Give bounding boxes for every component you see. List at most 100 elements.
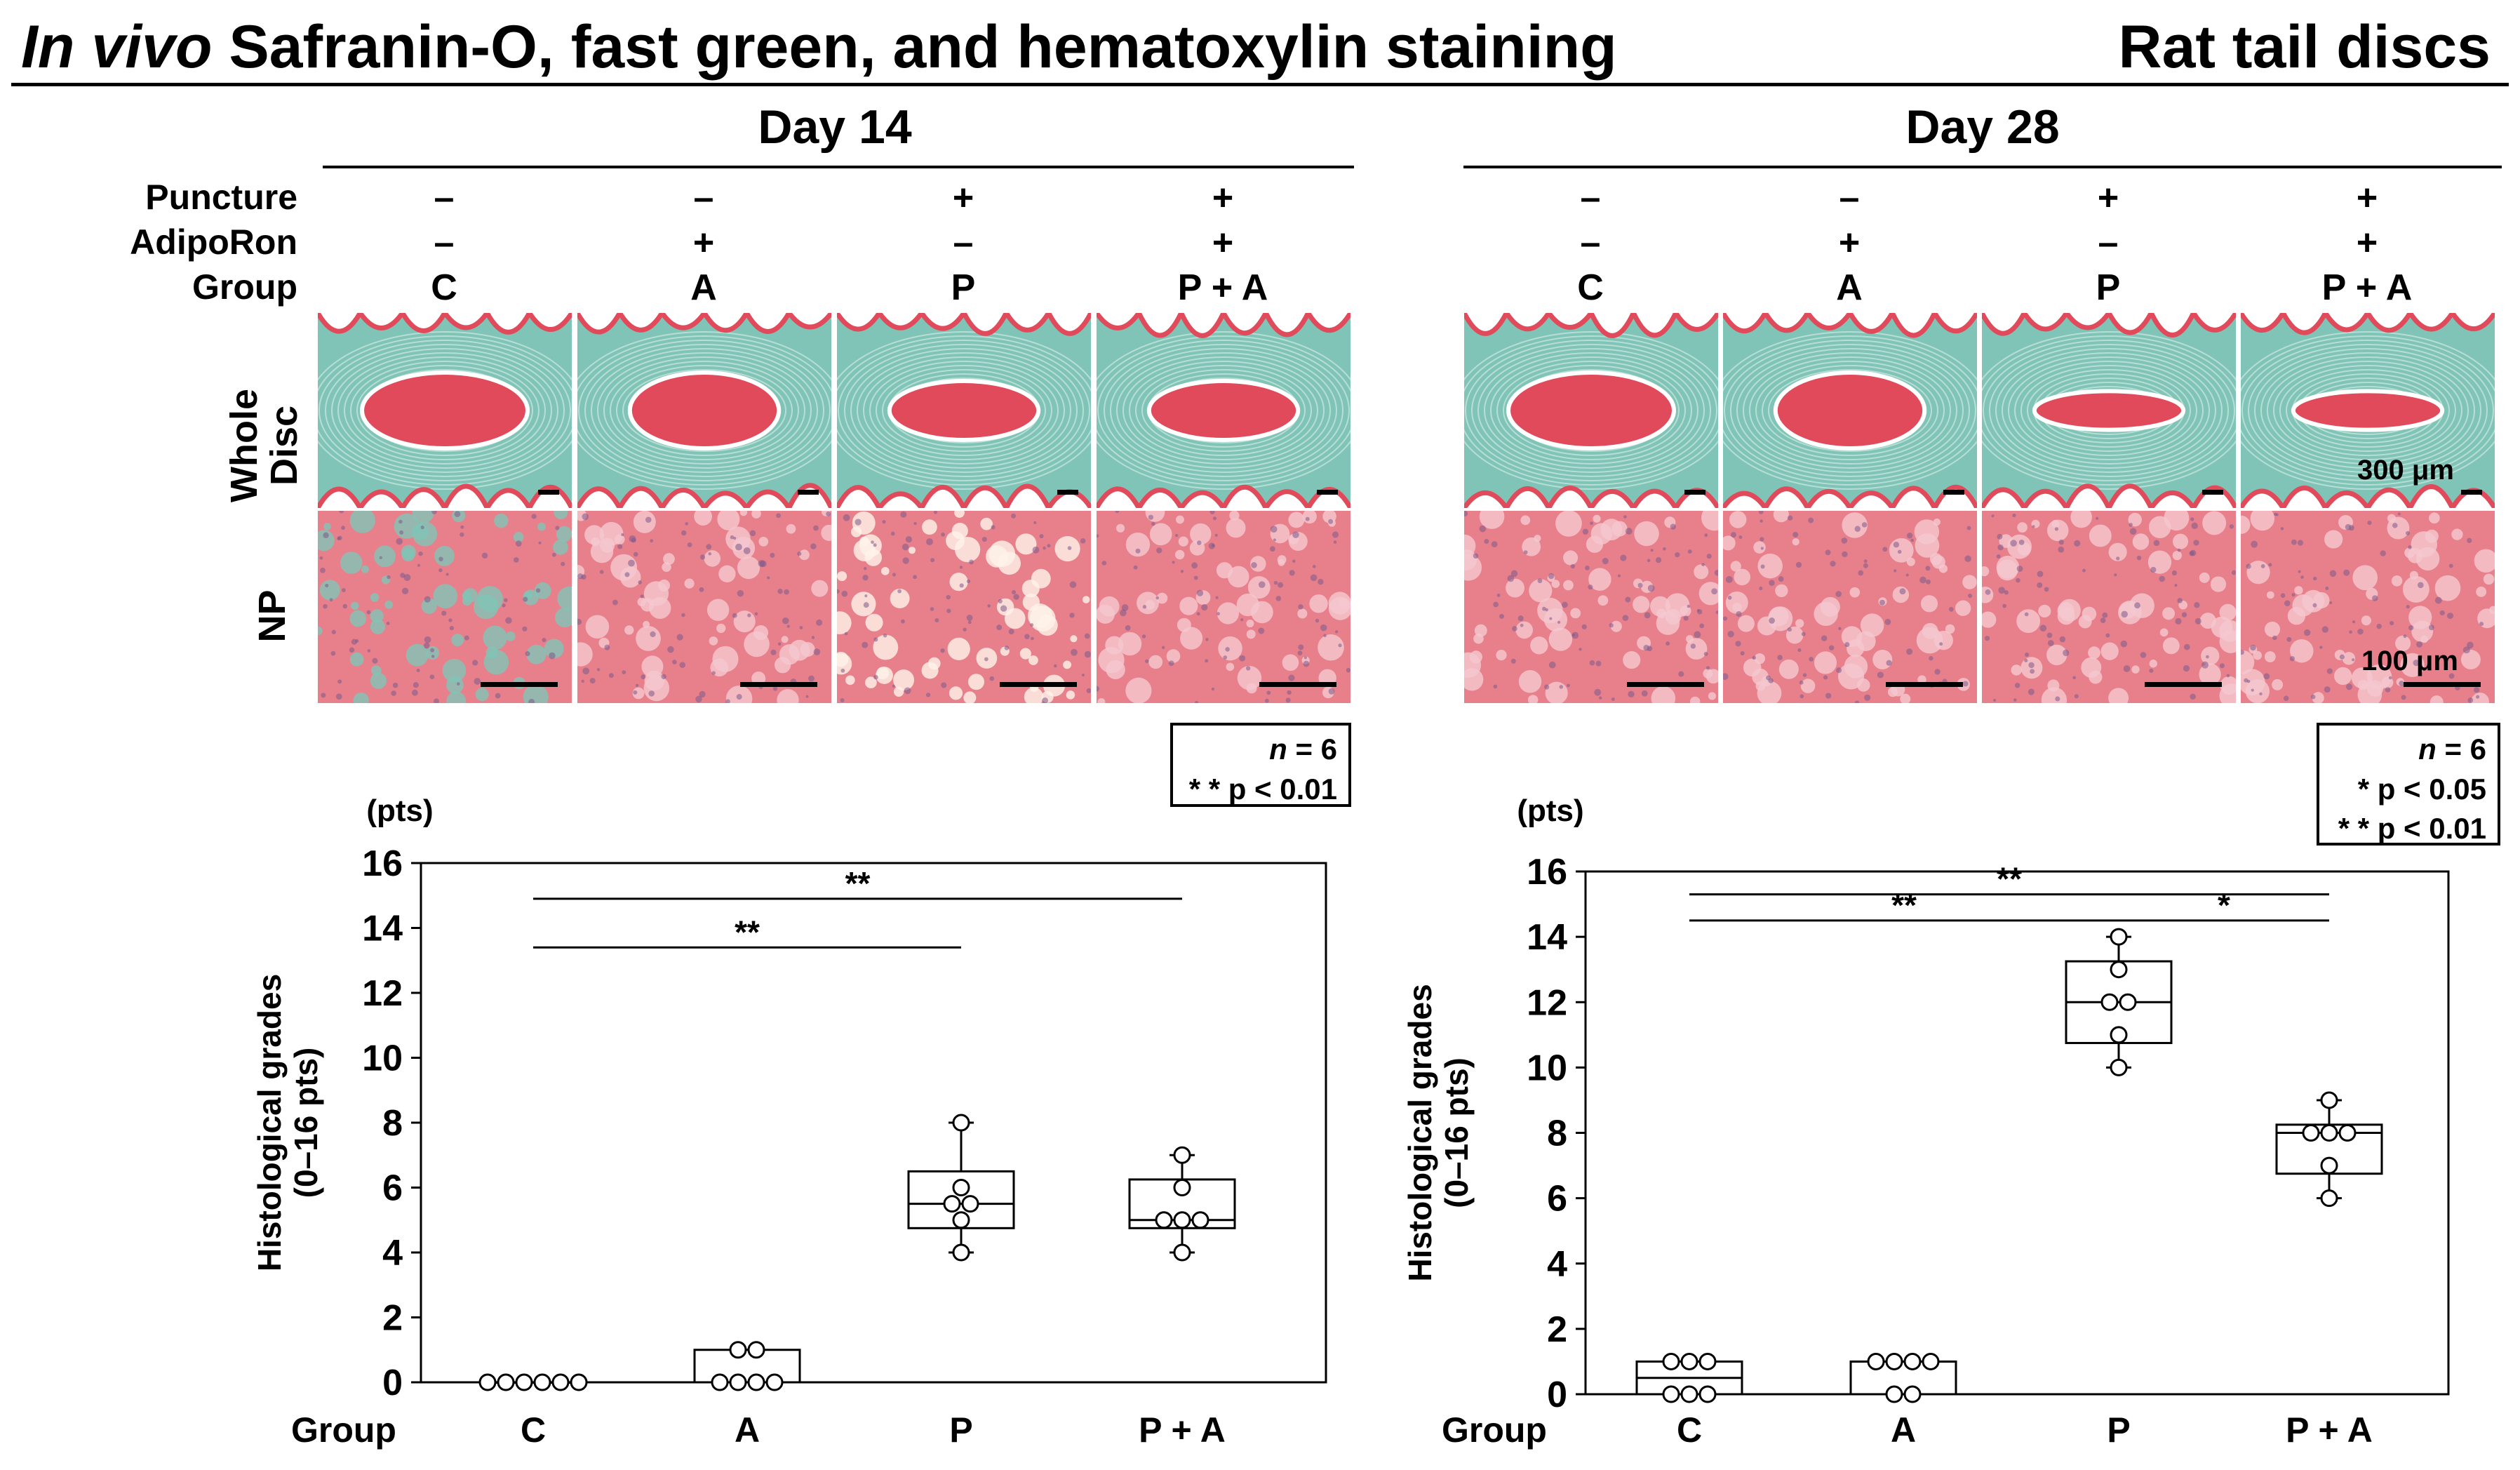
data-point	[515, 1373, 533, 1391]
stats-n-symbol: n	[2418, 733, 2437, 766]
stats-n-value: = 6	[2444, 733, 2486, 766]
np-image-d28-p	[1982, 511, 2236, 703]
d14-c3-adiporon: +	[1212, 222, 1234, 263]
d14-c2-puncture: +	[952, 178, 974, 218]
x-tick-label: A	[1891, 1410, 1916, 1450]
stats-p-line: * * p < 0.01	[2338, 812, 2486, 846]
y-tick-label: 6	[382, 1168, 403, 1209]
figure-right-title: Rat tail discs	[2118, 13, 2491, 81]
plot-frame	[420, 862, 1327, 1384]
data-point	[1173, 1179, 1191, 1196]
y-tick-label: 2	[1547, 1309, 1567, 1350]
d14-c0-adiporon: –	[434, 222, 455, 263]
data-point	[2302, 1124, 2320, 1142]
side-label-whole-disc: Whole Disc	[223, 389, 305, 502]
data-point	[711, 1373, 729, 1391]
data-point	[747, 1341, 765, 1359]
row-label-adiporon: AdipoRon	[130, 222, 297, 262]
x-tick-label: C	[1677, 1410, 1702, 1450]
data-point	[2119, 993, 2137, 1011]
data-point	[1191, 1211, 1209, 1229]
y-tick-label: 10	[362, 1038, 403, 1079]
significance-label: *	[2218, 887, 2230, 923]
data-point	[729, 1373, 747, 1391]
y-tick-label: 6	[1547, 1179, 1567, 1220]
day14-label: Day 14	[758, 100, 912, 154]
data-point	[747, 1373, 765, 1391]
y-tick-label: 12	[362, 973, 403, 1014]
whole-disc-image-d14-pa	[1097, 313, 1351, 508]
y-tick-label: 4	[1547, 1244, 1567, 1285]
data-point	[952, 1243, 970, 1262]
x-tick-label: P	[949, 1410, 972, 1450]
data-point	[533, 1373, 551, 1391]
d14-c3-puncture: +	[1212, 178, 1234, 218]
header-rule	[11, 83, 2509, 86]
data-point	[952, 1179, 970, 1196]
d28-c2-puncture: +	[2097, 178, 2119, 218]
d14-c3-group: P + A	[1177, 267, 1268, 308]
whole-disc-image-d14-c	[318, 313, 572, 508]
data-point	[2320, 1156, 2338, 1175]
data-point	[943, 1195, 961, 1213]
scalebar-label-np: 100 μm	[2361, 646, 2458, 676]
y-axis-label-range: (0–16 pts)	[288, 1048, 324, 1198]
data-point	[729, 1341, 747, 1359]
y-tick-label: 16	[1527, 852, 1567, 893]
row-label-group: Group	[192, 267, 297, 307]
day28-rule	[1463, 166, 2502, 168]
data-point	[2110, 1026, 2128, 1044]
whole-disc-image-d14-p	[837, 313, 1091, 508]
y-axis-label: Histological grades	[1402, 984, 1438, 1281]
d28-c3-adiporon: +	[2356, 222, 2378, 263]
d28-c3-puncture: +	[2356, 178, 2378, 218]
y-tick-label: 4	[382, 1233, 403, 1274]
data-point	[1698, 1352, 1717, 1370]
x-tick-label: P + A	[2286, 1410, 2373, 1450]
stats-box-day28: n = 6 * p < 0.05 * * p < 0.01	[2317, 723, 2500, 846]
day28-label: Day 28	[1905, 100, 2060, 154]
whole-disc-image-d28-p	[1982, 313, 2236, 508]
d14-c2-group: P	[951, 267, 976, 308]
data-point	[2110, 1058, 2128, 1076]
x-axis-label: Group	[291, 1410, 396, 1450]
data-point	[1903, 1352, 1922, 1370]
significance-label: **	[735, 914, 760, 950]
x-tick-label: P	[2107, 1410, 2130, 1450]
d28-c1-group: A	[1836, 267, 1863, 308]
x-tick-label: A	[735, 1410, 760, 1450]
stats-n-value: = 6	[1295, 733, 1337, 766]
d14-c1-group: A	[690, 267, 717, 308]
data-point	[1680, 1385, 1698, 1403]
d28-c2-group: P	[2096, 267, 2121, 308]
whole-disc-image-d28-a	[1723, 313, 1977, 508]
y-tick-label: 2	[382, 1298, 403, 1339]
data-point	[497, 1373, 515, 1391]
data-point	[570, 1373, 588, 1391]
data-point	[478, 1373, 497, 1391]
data-point	[952, 1211, 970, 1229]
stats-p-line: * * p < 0.01	[1188, 772, 1337, 806]
np-image-d14-pa	[1097, 511, 1351, 703]
d28-c0-puncture: –	[1580, 178, 1601, 218]
y-tick-label: 0	[1547, 1375, 1567, 1415]
d14-c0-puncture: –	[434, 178, 455, 218]
y-tick-label: 8	[382, 1103, 403, 1144]
data-point	[952, 1114, 970, 1132]
y-tick-label: 16	[362, 843, 403, 884]
data-point	[1173, 1146, 1191, 1164]
data-point	[2320, 1091, 2338, 1109]
stats-n-line: n = 6	[1184, 730, 1337, 770]
stats-p-line: * p < 0.05	[2357, 772, 2486, 806]
figure-title: In vivo Safranin-O, fast green, and hema…	[21, 13, 1617, 82]
data-point	[1662, 1352, 1680, 1370]
data-point	[2338, 1124, 2357, 1142]
data-point	[765, 1373, 784, 1391]
x-tick-label: P + A	[1139, 1410, 1226, 1450]
data-point	[2110, 928, 2128, 946]
y-tick-label: 12	[1527, 982, 1567, 1023]
data-point	[1867, 1352, 1885, 1370]
data-point	[2320, 1124, 2338, 1142]
significance-label: **	[1891, 887, 1917, 923]
data-point	[2110, 961, 2128, 979]
